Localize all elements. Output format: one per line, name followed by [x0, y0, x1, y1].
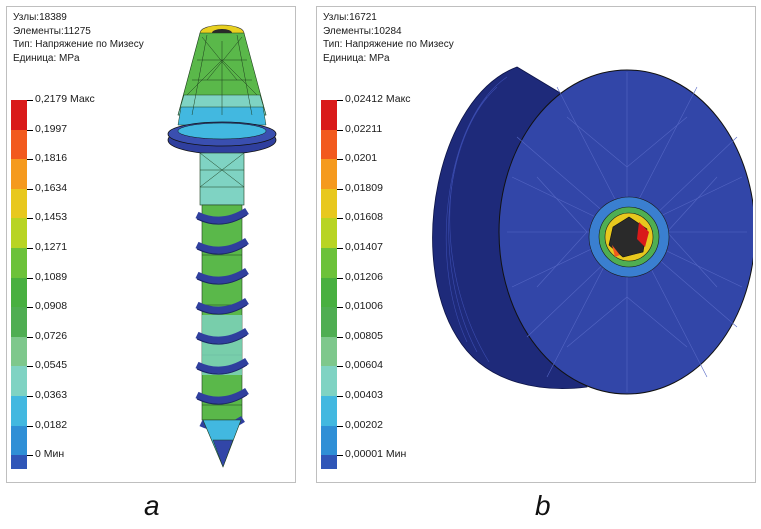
- legend-label: 0,00604: [345, 359, 383, 372]
- elements-count-b: Элементы:10284: [323, 25, 402, 37]
- legend-swatch: [11, 455, 27, 470]
- legend-swatch: [11, 100, 27, 130]
- legend-tick: [337, 336, 343, 338]
- legend-tick: [27, 159, 33, 161]
- legend-label: 0,1997: [35, 122, 68, 135]
- legend-label: 0,02211: [345, 122, 383, 135]
- legend-label: 0,1271: [35, 240, 68, 253]
- cylinder-mesh-model: [432, 66, 753, 395]
- legend-label: 0,00001 Мин: [345, 448, 407, 461]
- legend-swatch: [11, 366, 27, 396]
- legend-tick: [337, 159, 343, 161]
- legend-swatch: [321, 425, 337, 456]
- legend-swatch: [321, 455, 337, 470]
- legend-label: 0,01809: [345, 181, 383, 194]
- nodes-count-a: Узлы:18389: [13, 12, 67, 23]
- legend-swatch: [321, 100, 337, 130]
- legend-tick: [27, 395, 33, 397]
- legend-label: 0 Мин: [35, 448, 65, 461]
- legend-swatch: [11, 129, 27, 160]
- legend-tick: [337, 277, 343, 279]
- legend-swatch: [321, 188, 337, 219]
- legend-tick: [27, 100, 33, 101]
- legend-tick: [27, 307, 33, 309]
- legend-tick: [337, 366, 343, 368]
- legend-label: 0,1089: [35, 270, 68, 283]
- unit-b: Единица: MPa: [323, 52, 390, 64]
- legend-swatch: [321, 247, 337, 278]
- legend-tick: [337, 100, 343, 101]
- legend-swatch: [321, 366, 337, 396]
- legend-swatch: [321, 159, 337, 189]
- legend-swatch: [11, 159, 27, 189]
- result-type-b: Тип: Напряжение по Мизесу: [323, 39, 454, 50]
- legend-tick: [27, 366, 33, 368]
- legend-label: 0,0908: [35, 300, 68, 313]
- legend-label: 0,2179 Макс: [35, 93, 95, 105]
- legend-swatch: [11, 425, 27, 456]
- legend-swatch: [321, 307, 337, 337]
- legend-label: 0,1453: [35, 211, 68, 224]
- legend-swatch: [11, 247, 27, 278]
- screw-shank: [199, 152, 245, 206]
- legend-tick: [337, 307, 343, 309]
- legend-label: 0,0182: [35, 418, 68, 431]
- unit-a: Единица: MPa: [13, 52, 80, 64]
- legend-label: 0,01206: [345, 270, 383, 283]
- legend-label: 0,0201: [345, 152, 378, 165]
- legend-label: 0,00202: [345, 418, 383, 431]
- caption-a: a: [144, 490, 160, 521]
- elements-count-a: Элементы:11275: [13, 25, 91, 37]
- legend-tick: [27, 455, 33, 457]
- legend-tick: [27, 277, 33, 279]
- legend-label: 0,0726: [35, 329, 68, 342]
- model-info-b: Узлы:16721 Элементы:10284 Тип: Напряжени…: [323, 11, 454, 65]
- legend-label: 0,00403: [345, 388, 383, 401]
- legend-label: 0,1634: [35, 181, 68, 194]
- panel-b-block-analysis: Узлы:16721 Элементы:10284 Тип: Напряжени…: [316, 6, 756, 483]
- legend-label: 0,1816: [35, 152, 68, 165]
- legend-label: 0,0363: [35, 388, 68, 401]
- legend-label: 0,0545: [35, 359, 68, 372]
- legend-swatch: [11, 395, 27, 426]
- legend-tick: [337, 188, 343, 190]
- legend-tick: [27, 218, 33, 220]
- legend-tick: [337, 129, 343, 131]
- legend-swatch: [321, 336, 337, 367]
- hole-max-stress: [637, 222, 649, 247]
- legend-label: 0,01407: [345, 240, 383, 253]
- nodes-count-b: Узлы:16721: [323, 12, 377, 23]
- legend-tick: [27, 425, 33, 427]
- legend-tick: [27, 247, 33, 249]
- legend-tick: [27, 129, 33, 131]
- result-type-a: Тип: Напряжение по Мизесу: [13, 39, 144, 50]
- legend-tick: [337, 247, 343, 249]
- legend-swatch: [321, 129, 337, 160]
- legend-tick: [337, 425, 343, 427]
- panel-a-screw-analysis: Узлы:18389 Элементы:11275 Тип: Напряжени…: [6, 6, 296, 483]
- legend-tick: [27, 188, 33, 190]
- legend-swatch: [321, 218, 337, 248]
- legend-swatch: [11, 188, 27, 219]
- legend-label: 0,02412 Макс: [345, 93, 411, 105]
- legend-label: 0,00805: [345, 329, 383, 342]
- legend-tick: [337, 395, 343, 397]
- legend-tick: [337, 455, 343, 457]
- legend-swatch: [11, 307, 27, 337]
- legend-swatch: [321, 395, 337, 426]
- model-info-a: Узлы:18389 Элементы:11275 Тип: Напряжени…: [13, 11, 144, 65]
- caption-b: b: [535, 490, 551, 521]
- legend-swatch: [11, 218, 27, 248]
- legend-tick: [337, 218, 343, 220]
- screw-mesh-model: [167, 24, 277, 468]
- legend-swatch: [321, 277, 337, 308]
- legend-label: 0,01006: [345, 300, 383, 313]
- legend-tick: [27, 336, 33, 338]
- legend-label: 0,01608: [345, 211, 383, 224]
- legend-swatch: [11, 277, 27, 308]
- legend-swatch: [11, 336, 27, 367]
